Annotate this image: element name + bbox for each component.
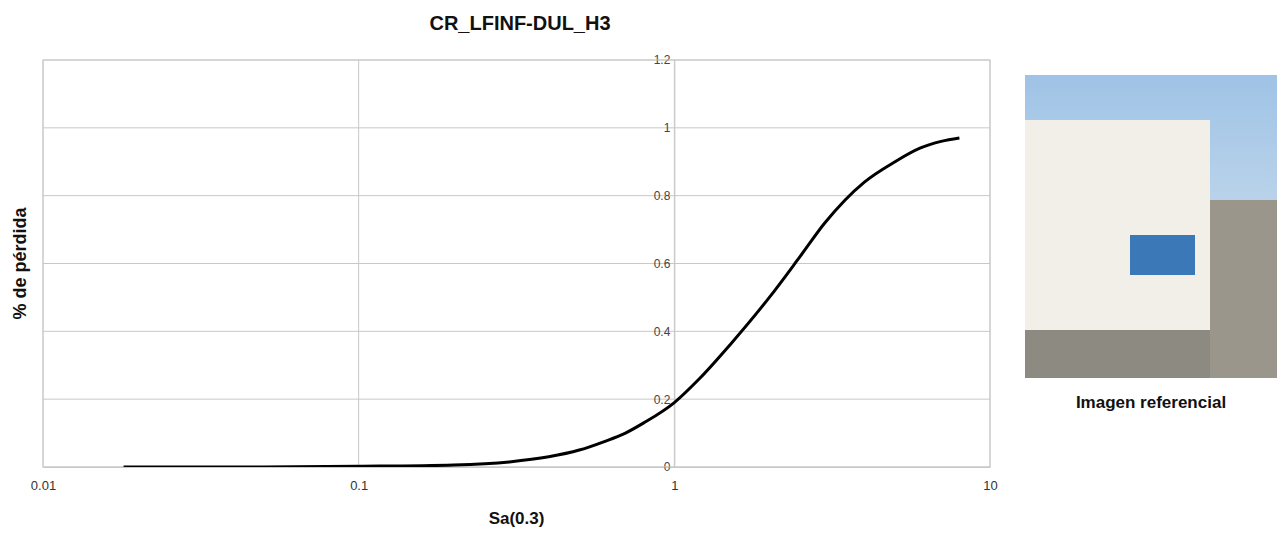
grid-line-y xyxy=(43,263,990,264)
y-tick-label: 0.4 xyxy=(654,325,671,339)
y-tick-label: 0.8 xyxy=(654,189,671,203)
image-ground xyxy=(1025,330,1210,378)
x-tick-label: 1 xyxy=(671,478,678,493)
y-axis-line xyxy=(674,61,675,468)
y-tick-label: 0.2 xyxy=(654,393,671,407)
plot-area xyxy=(124,138,960,467)
plot-frame xyxy=(43,60,990,467)
y-tick: 1 xyxy=(664,121,675,135)
x-tick: 10 xyxy=(983,467,997,493)
image-sign xyxy=(1130,235,1195,275)
image-side xyxy=(1210,200,1277,378)
y-tick: 0.6 xyxy=(654,257,675,271)
x-tick-label: 0.1 xyxy=(350,478,368,493)
y-tick: 0.8 xyxy=(654,189,675,203)
image-caption: Imagen referencial xyxy=(1076,393,1226,412)
y-tick: 0.4 xyxy=(654,325,675,339)
grid xyxy=(43,60,990,467)
x-tick-label: 10 xyxy=(983,478,997,493)
chart-title: CR_LFINF-DUL_H3 xyxy=(429,12,610,34)
x-axis: 0.01 0.1 1 10 xyxy=(31,467,998,493)
x-axis-title: Sa(0.3) xyxy=(489,509,545,528)
x-tick: 0.1 xyxy=(350,467,368,493)
grid-line-y xyxy=(43,399,990,400)
grid-line-x xyxy=(674,60,675,467)
reference-image xyxy=(1025,75,1277,378)
grid-line-y xyxy=(43,127,990,128)
x-tick-label: 0.01 xyxy=(31,478,56,493)
image-sky xyxy=(1025,75,1277,378)
y-tick-label: 0.6 xyxy=(654,257,671,271)
data-line xyxy=(124,138,960,467)
grid-line-y xyxy=(43,331,990,332)
grid-line-x xyxy=(358,60,359,467)
x-tick: 1 xyxy=(671,467,678,493)
y-axis-title: % de pérdida xyxy=(10,207,30,320)
y-tick-label: 1 xyxy=(664,121,671,135)
x-tick: 0.01 xyxy=(31,467,56,493)
image-building xyxy=(1025,120,1210,378)
